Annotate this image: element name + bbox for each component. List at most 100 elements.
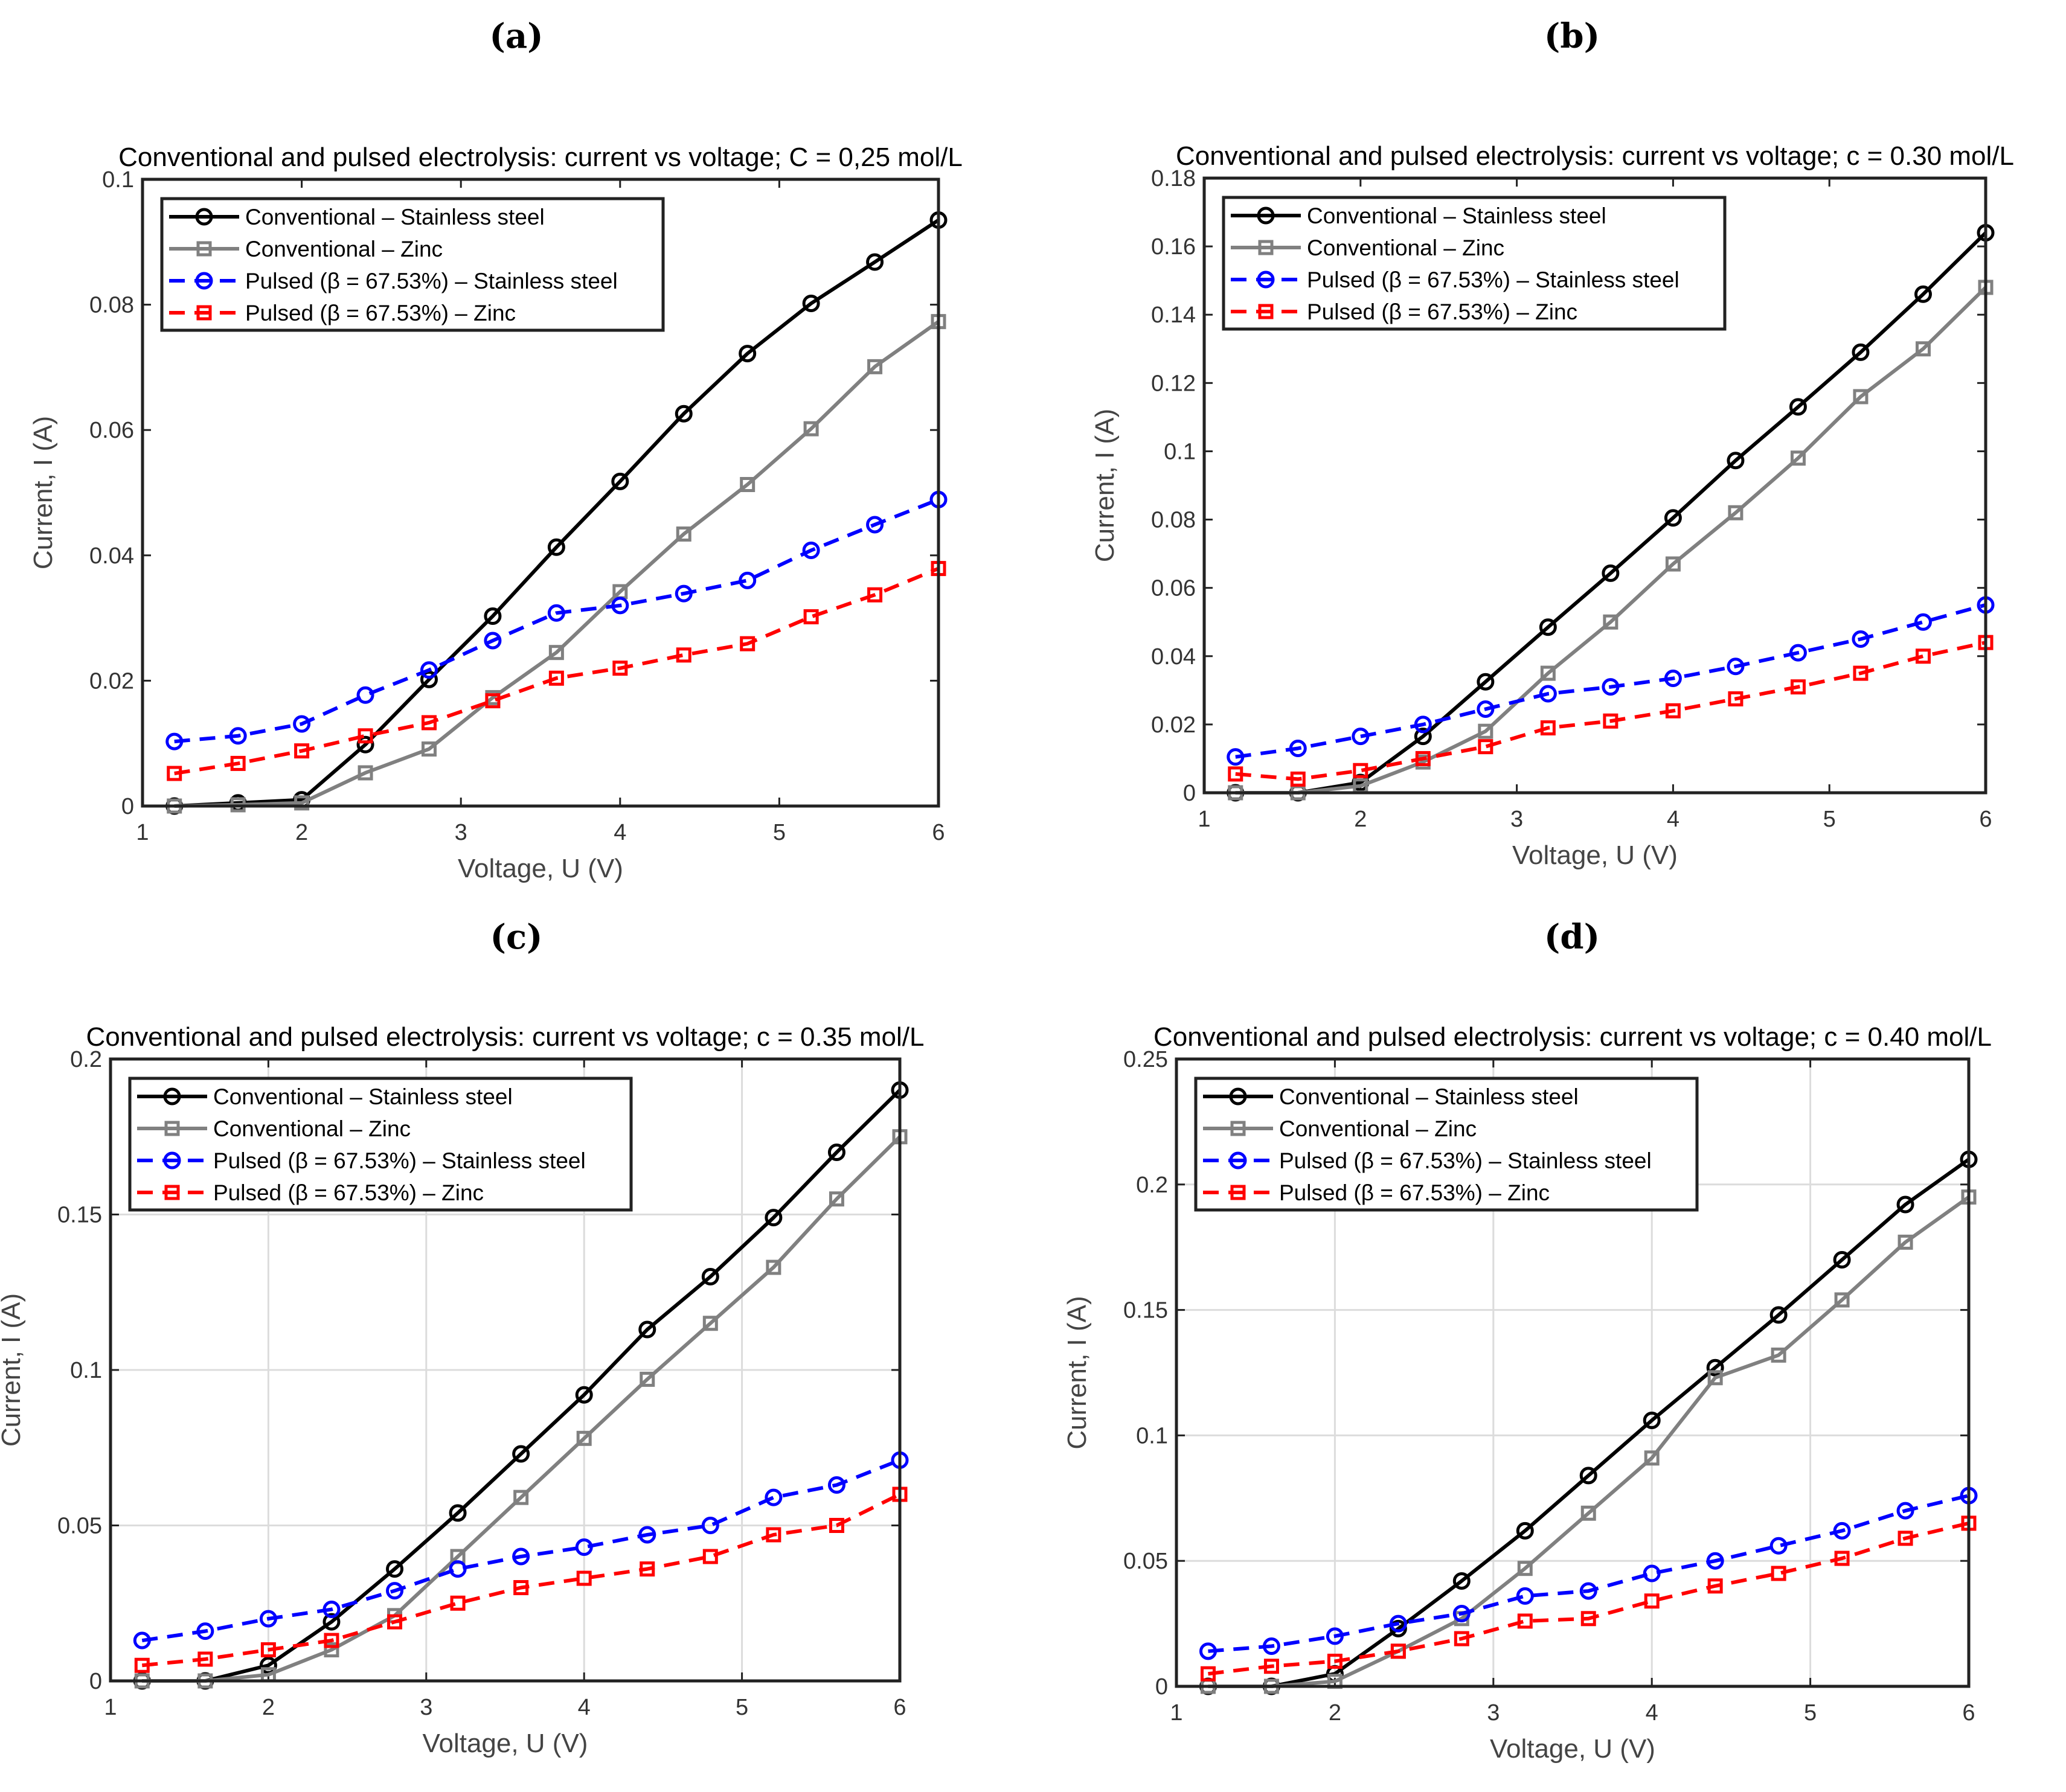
chart-title: Conventional and pulsed electrolysis: cu…	[86, 1022, 925, 1052]
legend-label: Pulsed (β = 67.53%) – Zinc	[213, 1180, 484, 1205]
data-point	[1852, 343, 1870, 361]
data-point	[576, 1430, 592, 1446]
x-tick-label: 6	[893, 1695, 906, 1720]
series-line	[1208, 1195, 1970, 1688]
data-point	[1352, 728, 1370, 746]
data-point	[1603, 614, 1618, 630]
data-point	[1539, 618, 1557, 636]
legend-box	[1222, 196, 1727, 331]
data-point	[802, 295, 820, 313]
data-point	[1664, 509, 1682, 527]
x-tick-label: 1	[1198, 807, 1210, 832]
data-point	[575, 1538, 593, 1557]
panel-label: (b)	[1544, 16, 1600, 56]
data-point	[640, 1561, 655, 1577]
legend-marker	[1229, 1087, 1247, 1106]
legend-marker	[1257, 206, 1275, 225]
legend-label: Conventional – Stainless steel	[213, 1084, 513, 1109]
series-line	[174, 498, 940, 744]
data-point	[1603, 713, 1618, 729]
data-point	[293, 715, 311, 733]
y-tick-label: 0.02	[1151, 712, 1196, 738]
series-2	[1199, 1486, 1978, 1660]
data-point	[358, 765, 373, 781]
data-point	[512, 1445, 530, 1463]
series-3	[134, 1486, 908, 1673]
legend-marker	[195, 272, 213, 290]
data-point	[1790, 450, 1806, 466]
x-tick-label: 5	[1823, 807, 1836, 832]
legend-label: Conventional – Stainless steel	[245, 205, 545, 229]
y-tick-label: 0.05	[1123, 1549, 1168, 1574]
data-point	[450, 1595, 466, 1611]
data-point	[702, 1316, 718, 1331]
x-tick-label: 2	[1354, 807, 1367, 832]
data-point	[260, 1642, 276, 1657]
y-tick-label: 0.12	[1151, 371, 1196, 396]
data-point	[1414, 715, 1432, 734]
y-tick-label: 0.08	[89, 293, 134, 318]
data-point	[676, 647, 691, 663]
y-tick-label: 0.2	[70, 1047, 102, 1072]
chart-title: Conventional and pulsed electrolysis: cu…	[118, 142, 963, 172]
data-point	[259, 1610, 277, 1628]
data-point	[1579, 1467, 1597, 1485]
x-tick-label: 1	[104, 1695, 117, 1720]
y-tick-label: 0.16	[1151, 234, 1196, 260]
data-point	[827, 1144, 845, 1161]
data-point	[358, 728, 373, 744]
legend-label: Conventional – Zinc	[1279, 1116, 1477, 1141]
y-tick-label: 0.06	[1151, 576, 1196, 601]
axes-box	[141, 178, 940, 808]
data-point	[1644, 1593, 1660, 1609]
data-point	[1771, 1347, 1786, 1363]
data-point	[387, 1614, 403, 1630]
data-point	[420, 661, 438, 679]
y-tick-label: 0	[121, 794, 134, 819]
data-point	[421, 741, 437, 757]
data-point	[1834, 1292, 1850, 1308]
data-point	[1579, 1582, 1597, 1600]
data-point	[1853, 665, 1869, 681]
series-line	[1235, 603, 1986, 759]
data-point	[1228, 766, 1243, 782]
x-tick-label: 2	[295, 820, 308, 845]
x-axis-label: Voltage, U (V)	[1490, 1734, 1655, 1764]
data-point	[322, 1601, 341, 1619]
data-point	[1707, 1578, 1723, 1594]
data-point	[638, 1320, 656, 1339]
data-point	[1727, 452, 1745, 470]
data-point	[547, 604, 565, 622]
panel-label: (a)	[489, 16, 543, 56]
axes-box	[1175, 1057, 1971, 1688]
data-point	[1452, 1604, 1471, 1622]
series-3	[167, 561, 946, 781]
legend-marker	[1257, 270, 1275, 289]
data-point	[829, 1191, 844, 1207]
data-point	[1852, 630, 1870, 648]
data-point	[513, 1490, 529, 1505]
data-point	[1390, 1643, 1406, 1659]
data-point	[548, 670, 564, 686]
legend-label: Pulsed (β = 67.53%) – Stainless steel	[1307, 267, 1679, 292]
y-tick-label: 0.14	[1151, 302, 1196, 328]
data-point	[803, 609, 819, 625]
data-point	[740, 636, 756, 651]
x-tick-label: 5	[773, 820, 786, 845]
legend-label: Pulsed (β = 67.53%) – Stainless steel	[245, 269, 618, 293]
legend-marker	[1258, 240, 1274, 255]
data-point	[739, 571, 757, 589]
data-point	[702, 1549, 718, 1564]
legend: Conventional – Stainless steel Convention…	[160, 197, 665, 332]
legend-marker	[196, 241, 212, 257]
y-tick-label: 0.18	[1151, 166, 1196, 191]
series-2	[165, 490, 948, 750]
data-point	[1263, 1659, 1279, 1674]
y-tick-label: 0.15	[57, 1203, 102, 1228]
data-point	[740, 477, 756, 493]
y-tick-label: 0.04	[1151, 644, 1196, 670]
data-point	[575, 1386, 593, 1404]
data-point	[1289, 739, 1307, 757]
axes-box	[109, 1057, 902, 1683]
data-point	[1517, 1613, 1533, 1629]
